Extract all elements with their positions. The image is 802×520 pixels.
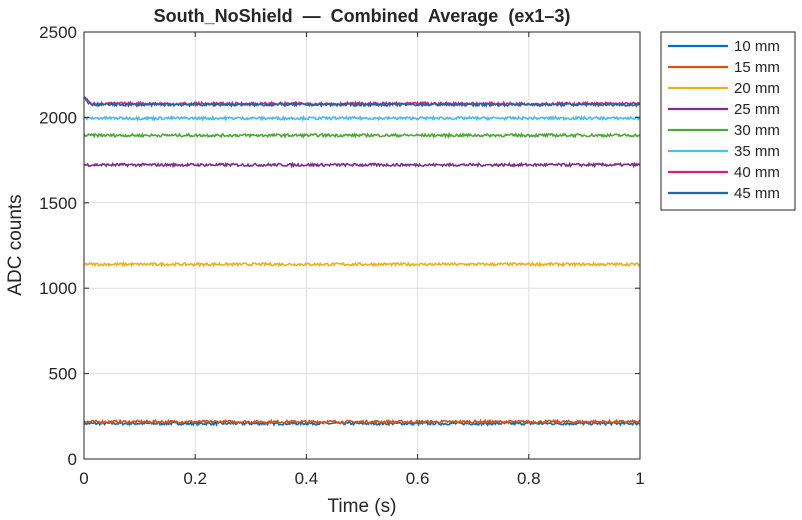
- x-tick-label: 0.6: [406, 469, 430, 488]
- legend-label: 15 mm: [734, 59, 780, 76]
- y-tick-label: 0: [68, 450, 77, 469]
- legend-label: 40 mm: [734, 164, 780, 181]
- series-line-35-mm: [83, 114, 641, 122]
- y-axis-label: ADC counts: [5, 194, 26, 295]
- series-line-45-mm: [83, 96, 641, 108]
- legend-label: 10 mm: [734, 38, 780, 55]
- legend-label: 25 mm: [734, 101, 780, 118]
- series-lines: [83, 96, 641, 428]
- legend-label: 30 mm: [734, 122, 780, 139]
- x-tick-label: 0.2: [183, 469, 207, 488]
- legend-label: 20 mm: [734, 80, 780, 97]
- y-tick-label: 2500: [39, 23, 77, 42]
- x-tick-label: 1: [635, 469, 644, 488]
- x-axis-label: Time (s): [328, 496, 397, 517]
- y-tick-label: 1000: [39, 279, 77, 298]
- legend-label: 35 mm: [734, 143, 780, 160]
- legend: 10 mm 15 mm 20 mm 25 mm 30 mm 35 mm 40 mm 45 mm: [660, 31, 796, 211]
- y-tick-label: 500: [49, 365, 77, 384]
- legend-box: [660, 31, 796, 211]
- plot-frame: [83, 31, 641, 460]
- y-tick-label: 2000: [39, 108, 77, 127]
- ticks: 0 0.2 0.4 0.6 0.8 1 0 500 1000 1500 2000 2500: [39, 23, 645, 488]
- x-tick-label: 0.8: [517, 469, 541, 488]
- series-line-25-mm: [83, 161, 641, 169]
- chart-title: South_NoShield — Combined Average (ex1–3…: [154, 6, 571, 26]
- x-tick-label: 0: [79, 469, 88, 488]
- x-tick-label: 0.4: [295, 469, 319, 488]
- series-line-20-mm: [84, 260, 641, 268]
- legend-label: 45 mm: [734, 185, 780, 202]
- y-tick-label: 1500: [39, 194, 77, 213]
- series-line-15-mm: [83, 418, 641, 426]
- series-line-30-mm: [83, 131, 641, 139]
- plot-background: [84, 32, 640, 459]
